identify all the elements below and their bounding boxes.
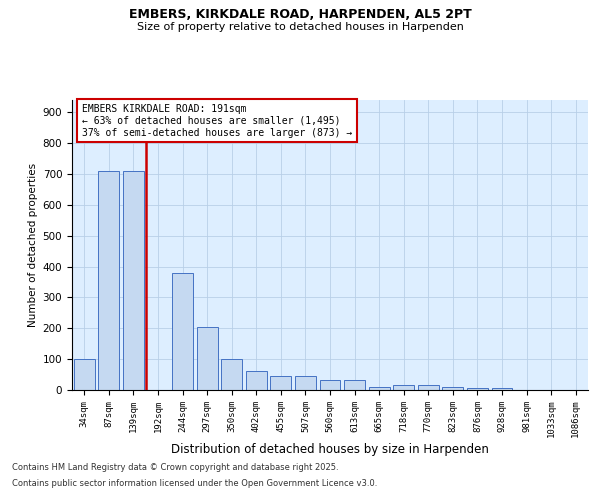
Text: EMBERS, KIRKDALE ROAD, HARPENDEN, AL5 2PT: EMBERS, KIRKDALE ROAD, HARPENDEN, AL5 2P…	[128, 8, 472, 20]
Bar	[491, 388, 512, 390]
Bar	[344, 380, 365, 390]
Bar	[197, 327, 218, 390]
Bar	[393, 385, 414, 390]
Bar	[418, 385, 439, 390]
Y-axis label: Number of detached properties: Number of detached properties	[28, 163, 38, 327]
Bar	[172, 274, 193, 390]
Bar	[246, 372, 267, 390]
Text: Contains HM Land Registry data © Crown copyright and database right 2025.: Contains HM Land Registry data © Crown c…	[12, 464, 338, 472]
X-axis label: Distribution of detached houses by size in Harpenden: Distribution of detached houses by size …	[171, 443, 489, 456]
Bar	[467, 388, 488, 390]
Bar	[442, 387, 463, 390]
Text: Contains public sector information licensed under the Open Government Licence v3: Contains public sector information licen…	[12, 478, 377, 488]
Bar	[221, 359, 242, 390]
Text: Size of property relative to detached houses in Harpenden: Size of property relative to detached ho…	[137, 22, 463, 32]
Bar	[98, 171, 119, 390]
Bar	[74, 359, 95, 390]
Bar	[123, 171, 144, 390]
Bar	[295, 376, 316, 390]
Bar	[271, 376, 292, 390]
Bar	[368, 387, 389, 390]
Bar	[320, 380, 340, 390]
Text: EMBERS KIRKDALE ROAD: 191sqm
← 63% of detached houses are smaller (1,495)
37% of: EMBERS KIRKDALE ROAD: 191sqm ← 63% of de…	[82, 104, 353, 138]
